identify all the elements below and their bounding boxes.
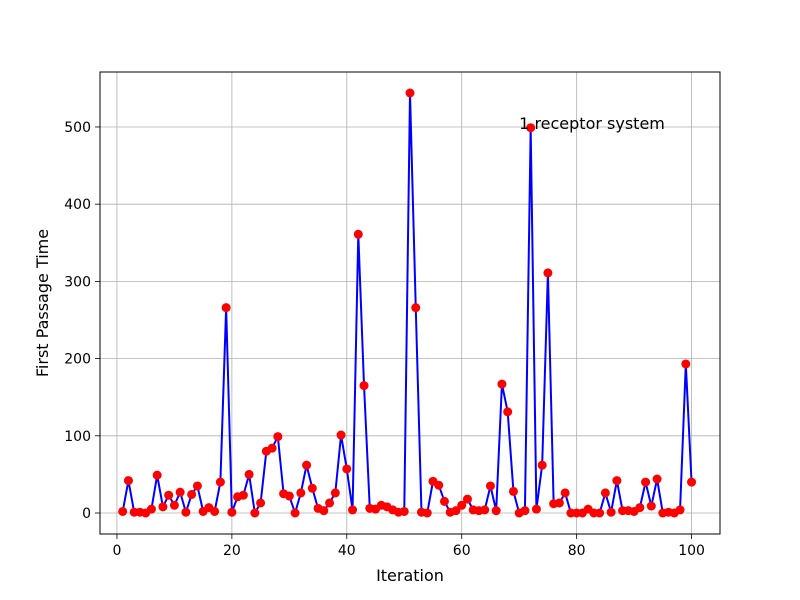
- data-point: [169, 500, 179, 510]
- data-point: [399, 506, 409, 516]
- data-point: [296, 488, 306, 498]
- x-tick-label: 80: [568, 543, 586, 559]
- data-point: [118, 506, 128, 516]
- x-axis-label: Iteration: [376, 566, 444, 585]
- data-point: [485, 481, 495, 491]
- y-tick-label: 200: [64, 352, 91, 368]
- data-point: [646, 501, 656, 511]
- data-point: [284, 491, 294, 501]
- data-point: [152, 470, 162, 480]
- data-point: [210, 506, 220, 516]
- data-point: [531, 504, 541, 514]
- data-point: [175, 487, 185, 497]
- y-tick-label: 300: [64, 274, 91, 290]
- data-point: [606, 507, 616, 517]
- data-point: [250, 508, 260, 518]
- data-point: [146, 504, 156, 514]
- chart-annotation: 1 receptor system: [519, 114, 665, 133]
- data-point: [491, 506, 501, 516]
- data-point: [342, 464, 352, 474]
- data-point: [503, 407, 513, 417]
- data-point: [543, 268, 553, 278]
- data-point: [359, 381, 369, 391]
- data-point: [635, 503, 645, 513]
- y-tick-label: 100: [64, 429, 91, 445]
- data-point: [526, 123, 536, 133]
- data-point: [405, 88, 415, 98]
- data-point: [221, 303, 231, 313]
- data-point: [537, 460, 547, 470]
- y-axis-ticks: 0 100 200 300 400 500: [64, 120, 100, 522]
- data-point: [595, 508, 605, 518]
- data-point: [215, 477, 225, 487]
- data-point: [302, 460, 312, 470]
- y-axis-label: First Passage Time: [33, 229, 52, 377]
- data-point: [497, 379, 507, 389]
- x-tick-label: 20: [223, 543, 241, 559]
- data-point: [681, 359, 691, 369]
- data-point: [330, 488, 340, 498]
- data-point: [520, 506, 530, 516]
- plot-area: [99, 71, 721, 535]
- data-point: [181, 507, 191, 517]
- y-tick-label: 500: [64, 120, 91, 136]
- data-point: [336, 430, 346, 440]
- data-point: [675, 505, 685, 515]
- data-point: [256, 498, 266, 508]
- data-point: [451, 506, 461, 516]
- x-tick-label: 0: [112, 543, 121, 559]
- data-point: [123, 476, 133, 486]
- data-point: [238, 490, 248, 500]
- x-axis-ticks: 0 20 40 60 80 100: [112, 534, 705, 559]
- y-tick-label: 0: [82, 506, 91, 522]
- data-point: [457, 500, 467, 510]
- data-point: [227, 507, 237, 517]
- x-tick-label: 100: [678, 543, 705, 559]
- data-point: [560, 488, 570, 498]
- data-point: [307, 483, 317, 493]
- series-line: [121, 92, 693, 514]
- data-point: [158, 502, 168, 512]
- data-point: [687, 477, 697, 487]
- data-point: [244, 469, 254, 479]
- data-point: [192, 481, 202, 491]
- data-point: [439, 496, 449, 506]
- data-point: [641, 477, 651, 487]
- data-point: [462, 494, 472, 504]
- data-point: [348, 505, 358, 515]
- data-point: [325, 498, 335, 508]
- data-point: [187, 489, 197, 499]
- data-point: [434, 480, 444, 490]
- data-point: [267, 443, 277, 453]
- data-point: [411, 303, 421, 313]
- y-tick-label: 400: [64, 197, 91, 213]
- data-point: [273, 432, 283, 442]
- data-point: [319, 506, 329, 516]
- data-point: [600, 488, 610, 498]
- data-point: [164, 490, 174, 500]
- series-first-passage-time: [118, 88, 697, 518]
- data-point: [290, 508, 300, 518]
- x-tick-label: 60: [453, 543, 471, 559]
- data-point: [554, 498, 564, 508]
- data-point: [652, 474, 662, 484]
- data-point: [480, 505, 490, 515]
- data-point: [353, 229, 363, 239]
- data-point: [612, 476, 622, 486]
- x-tick-label: 40: [338, 543, 356, 559]
- data-point: [508, 486, 518, 496]
- data-point: [422, 508, 432, 518]
